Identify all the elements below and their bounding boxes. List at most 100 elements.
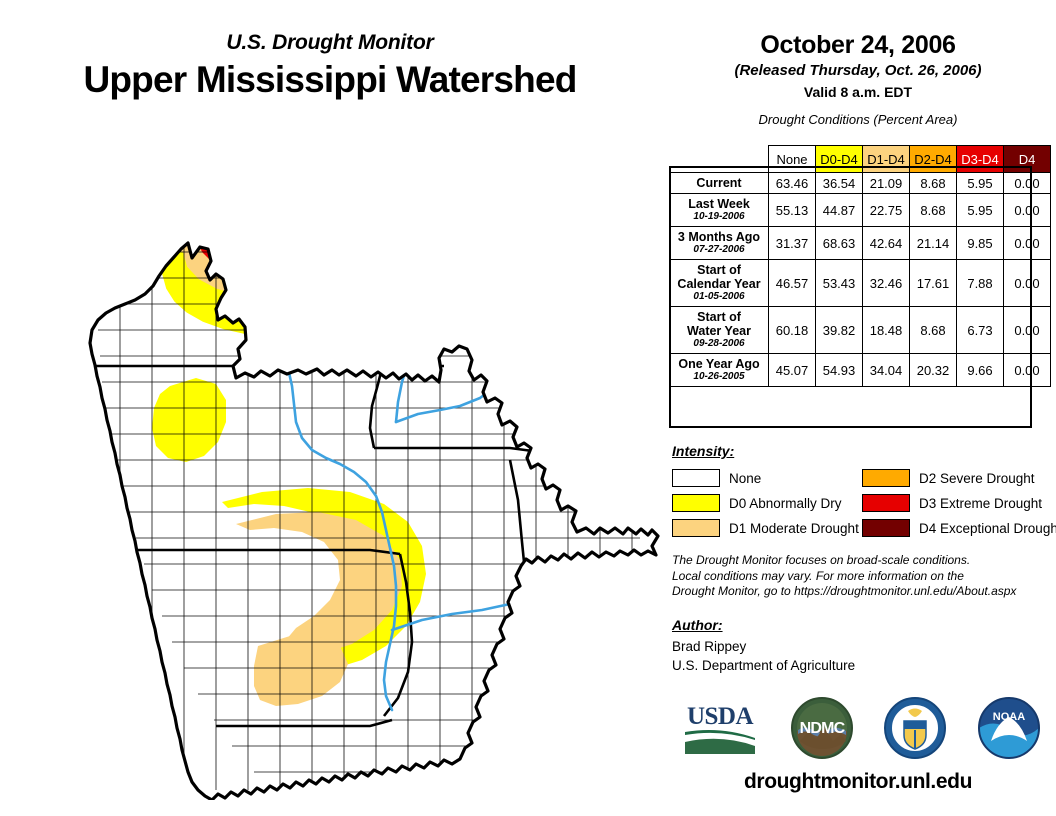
- legend-swatch: [672, 519, 720, 537]
- table-row: Current 63.46 36.54 21.09 8.68 5.95 0.00: [669, 172, 1051, 194]
- table-col-header-d1-d4: D1-D4: [862, 145, 910, 173]
- map-svg[interactable]: [40, 130, 660, 800]
- date-header-block: October 24, 2006 (Released Thursday, Oct…: [660, 30, 1056, 129]
- table-cell: 22.75: [862, 193, 910, 227]
- author-affiliation: U.S. Department of Agriculture: [672, 658, 856, 673]
- table-cell: 54.93: [815, 353, 863, 387]
- author-block: Brad Rippey U.S. Department of Agricultu…: [672, 637, 855, 675]
- region-title: Upper Mississippi Watershed: [83, 59, 577, 100]
- layer-d3-core: [194, 243, 402, 274]
- usda-logo: USDA: [684, 703, 755, 754]
- table-row-label: Start of Calendar Year 01-05-2006: [669, 259, 769, 307]
- legend-label: D1 Moderate Drought: [729, 520, 859, 536]
- table-cell: 0.00: [1003, 193, 1051, 227]
- table-cell: 68.63: [815, 226, 863, 260]
- legend-item: D1 Moderate Drought: [672, 516, 859, 540]
- table-row-label: 3 Months Ago 07-27-2006: [669, 226, 769, 260]
- table-cell: 46.57: [768, 259, 816, 307]
- drought-layers: [90, 243, 658, 800]
- row-label-text: Start of Water Year: [687, 310, 751, 338]
- watershed-boundary: [88, 241, 660, 800]
- legend-column-left: None D0 Abnormally Dry D1 Moderate Drought: [672, 466, 859, 541]
- table-header-row: None D0-D4 D1-D4 D2-D4 D3-D4 D4: [670, 145, 1051, 173]
- layer-d0-west-pocket: [152, 378, 226, 462]
- lake-polygon: [285, 249, 309, 273]
- row-label-date: 09-28-2006: [693, 338, 745, 349]
- table-row: One Year Ago 10-26-2005 45.07 54.93 34.04 20.…: [669, 353, 1051, 387]
- legend-item: D0 Abnormally Dry: [672, 491, 859, 515]
- legend-item: None: [672, 466, 859, 490]
- table-cell: 60.18: [768, 306, 816, 354]
- table-col-header-d2-d4: D2-D4: [909, 145, 957, 173]
- row-label-text: Last Week: [688, 197, 750, 211]
- table-cell: 8.68: [909, 172, 957, 194]
- row-label-text: Current: [696, 176, 742, 190]
- table-cell: 55.13: [768, 193, 816, 227]
- table-cell: 45.07: [768, 353, 816, 387]
- table-cell: 8.68: [909, 193, 957, 227]
- table-cell: 5.95: [956, 172, 1004, 194]
- table-row: Last Week 10-19-2006 55.13 44.87 22.75 8.68 5.…: [669, 193, 1051, 227]
- legend-label: D3 Extreme Drought: [919, 495, 1043, 511]
- table-cell: 21.14: [909, 226, 957, 260]
- svg-text:NOAA: NOAA: [993, 711, 1025, 723]
- table-cell: 6.73: [956, 306, 1004, 354]
- legend-swatch: [672, 469, 720, 487]
- row-label-date: 07-27-2006: [693, 244, 745, 255]
- table-cell: 53.43: [815, 259, 863, 307]
- layer-d1-south-tail: [254, 636, 348, 706]
- disclaimer-line-1: The Drought Monitor focuses on broad-sca…: [672, 553, 971, 567]
- table-corner-blank: [670, 146, 769, 173]
- drought-map[interactable]: [40, 130, 660, 800]
- table-row: Start of Calendar Year 01-05-2006 46.57 53.4…: [669, 259, 1051, 307]
- row-label-text: One Year Ago: [678, 357, 760, 371]
- legend-item: D2 Severe Drought: [862, 466, 1056, 490]
- valid-date: October 24, 2006: [760, 31, 956, 59]
- noaa-logo: NOAA: [978, 697, 1041, 759]
- valid-time: Valid 8 a.m. EDT: [803, 84, 913, 100]
- drought-conditions-table: None D0-D4 D1-D4 D2-D4 D3-D4 D4 Current 63.46 3…: [669, 145, 1051, 387]
- table-cell: 44.87: [815, 193, 863, 227]
- table-cell: 32.46: [862, 259, 910, 307]
- table-cell: 21.09: [862, 172, 910, 194]
- table-row: Start of Water Year 09-28-2006 60.18 39.82 18…: [669, 306, 1051, 354]
- table-cell: 9.85: [956, 226, 1004, 260]
- disclaimer-text: The Drought Monitor focuses on broad-sca…: [672, 553, 1052, 600]
- ndmc-logo: NDMC: [790, 697, 853, 759]
- legend-swatch: [862, 519, 910, 537]
- table-cell: 7.88: [956, 259, 1004, 307]
- legend-column-right: D2 Severe Drought D3 Extreme Drought D4 Ex…: [862, 466, 1056, 541]
- table-cell: 63.46: [768, 172, 816, 194]
- table-row-label: Start of Water Year 09-28-2006: [669, 306, 769, 354]
- table-col-header-d3-d4: D3-D4: [956, 145, 1004, 173]
- table-body: Current 63.46 36.54 21.09 8.68 5.95 0.00 Last W…: [669, 172, 1051, 387]
- table-row-label: Last Week 10-19-2006: [669, 193, 769, 227]
- table-cell: 0.00: [1003, 259, 1051, 307]
- table-col-header-d4: D4: [1003, 145, 1051, 173]
- table-cell: 0.00: [1003, 306, 1051, 354]
- table-cell: 18.48: [862, 306, 910, 354]
- layer-none: [90, 243, 658, 800]
- table-row-label: One Year Ago 10-26-2005: [669, 353, 769, 387]
- table-cell: 17.61: [909, 259, 957, 307]
- table-cell: 8.68: [909, 306, 957, 354]
- legend-swatch: [862, 494, 910, 512]
- release-date: (Released Thursday, Oct. 26, 2006): [734, 62, 982, 79]
- usdc-seal-logo: [884, 697, 947, 759]
- legend-swatch: [862, 469, 910, 487]
- layer-d2-north: [182, 243, 419, 262]
- legend-item: D4 Exceptional Drought: [862, 516, 1056, 540]
- legend-label: D2 Severe Drought: [919, 470, 1035, 486]
- disclaimer-line-2: Local conditions may vary. For more info…: [672, 568, 964, 583]
- table-col-header-none: None: [768, 145, 816, 173]
- row-label-text: 3 Months Ago: [677, 230, 761, 244]
- row-label-text: Start of Calendar Year: [677, 263, 761, 291]
- svg-text:USDA: USDA: [687, 703, 754, 730]
- legend-label: D4 Exceptional Drought: [919, 520, 1056, 536]
- agency-logos: USDA NDMC NOAA: [665, 692, 1056, 764]
- row-label-date: 10-26-2005: [693, 371, 745, 382]
- table-cell: 36.54: [815, 172, 863, 194]
- table-cell: 42.64: [862, 226, 910, 260]
- author-title: Author:: [672, 617, 723, 633]
- table-row-label: Current: [669, 172, 769, 194]
